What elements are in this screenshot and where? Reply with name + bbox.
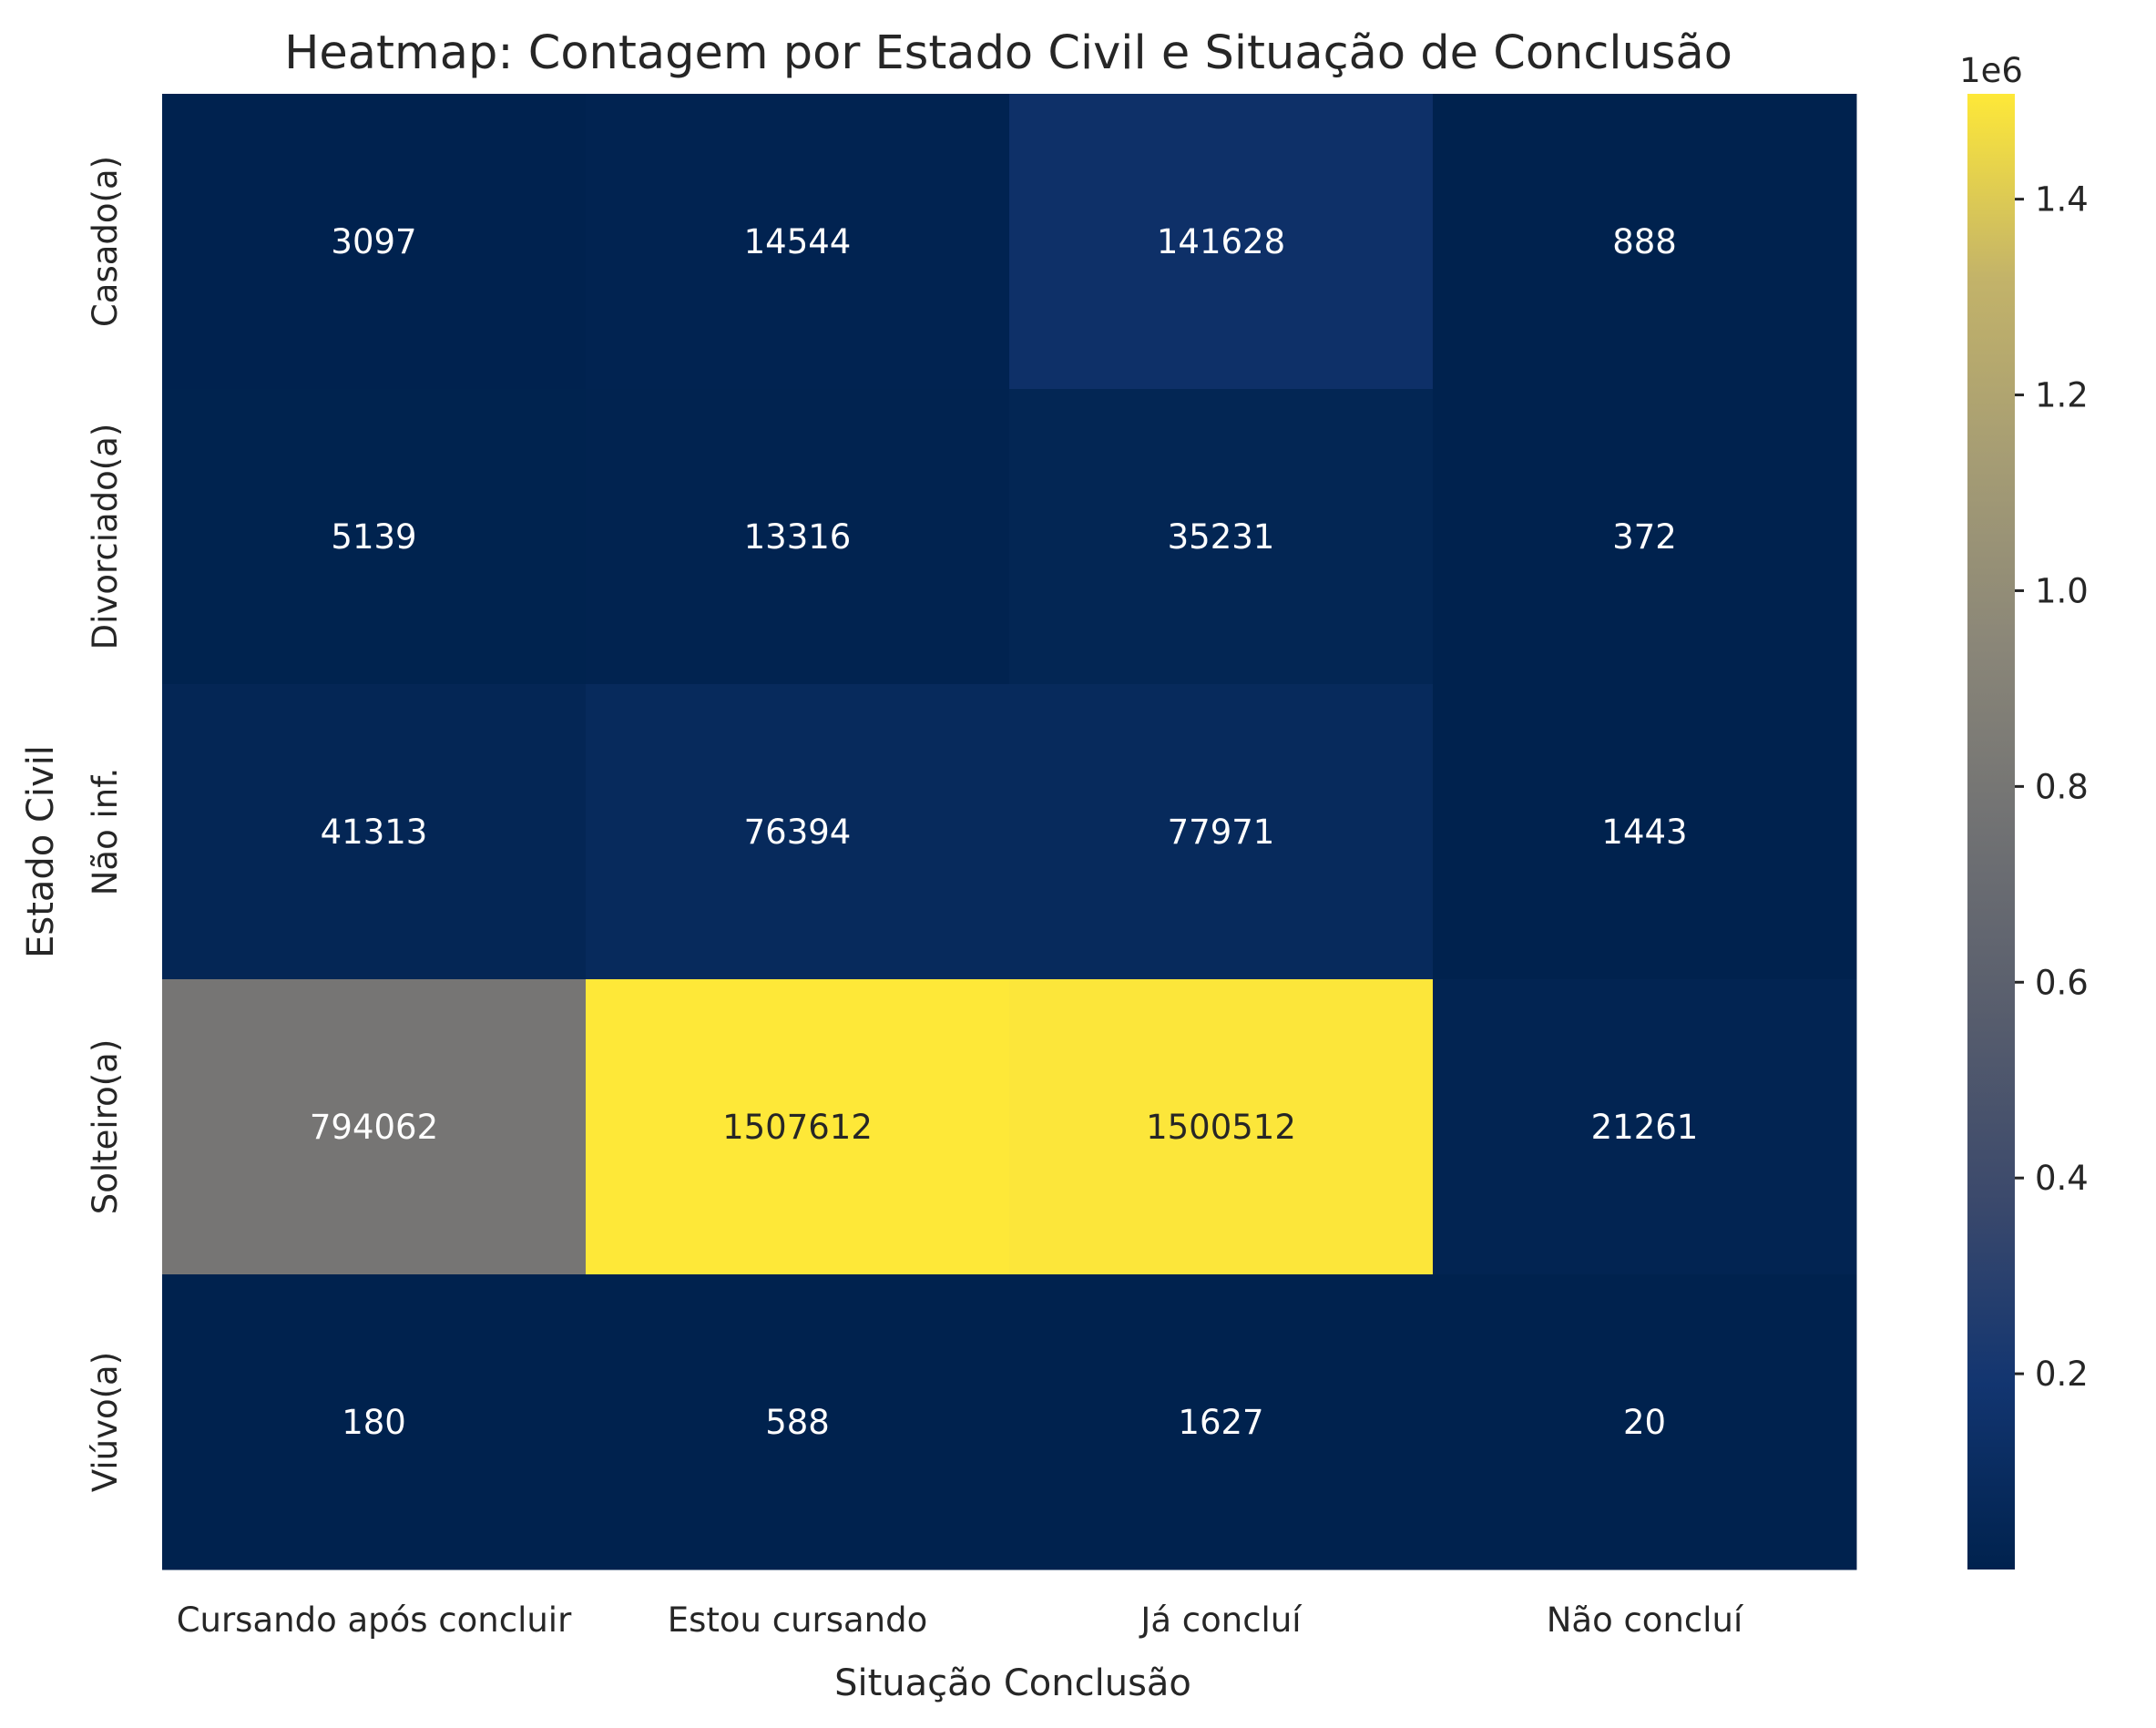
colorbar-tick-label: 1.0 (2035, 571, 2089, 610)
cell-value-label: 77971 (1168, 813, 1275, 852)
heatmap-cell (1009, 389, 1434, 685)
heatmap-cell (1009, 979, 1434, 1275)
x-tick-label: Cursando após concluir (177, 1600, 572, 1640)
y-axis-label: Estado Civil (20, 745, 62, 958)
cell-value-label: 588 (765, 1403, 830, 1442)
heatmap-cell (162, 94, 587, 390)
colorbar-offset-label: 1e6 (1959, 51, 2023, 90)
heatmap-cells: 3097 14544 141628 888 5139 13316 35231 372 41313… (162, 94, 1857, 1570)
heatmap-cell (586, 389, 1010, 685)
cell-value-label: 13316 (744, 517, 852, 557)
heatmap-cell (586, 1274, 1010, 1570)
cell-value-label: 3097 (331, 222, 416, 261)
heatmap-cell (1009, 94, 1434, 390)
cell-value-label: 1500512 (1146, 1108, 1296, 1147)
y-tick-label: Divorciado(a) (86, 424, 125, 650)
heatmap-cell (1009, 684, 1434, 980)
x-tick-label: Não concluí (1547, 1600, 1744, 1640)
cell-value-label: 21261 (1591, 1108, 1699, 1147)
cell-value-label: 1443 (1601, 813, 1687, 852)
cell-value-label: 141628 (1157, 222, 1285, 261)
cell-value-label: 20 (1623, 1403, 1666, 1442)
colorbar-tick-label: 0.8 (2035, 767, 2089, 806)
cell-value-label: 1507612 (722, 1108, 873, 1147)
colorbar-tick-label: 1.2 (2035, 376, 2089, 415)
cell-value-label: 794062 (310, 1108, 438, 1147)
heatmap-cell (1433, 1274, 1857, 1570)
heatmap-cell (586, 684, 1010, 980)
cell-value-label: 35231 (1168, 517, 1275, 557)
heatmap-cell (1433, 94, 1857, 390)
x-tick-label: Já concluí (1139, 1600, 1303, 1640)
colorbar-tick-label: 0.2 (2035, 1355, 2089, 1394)
colorbar-tick-label: 0.6 (2035, 963, 2089, 1002)
heatmap-cell (1009, 1274, 1434, 1570)
cell-value-label: 888 (1612, 222, 1677, 261)
cell-value-label: 372 (1612, 517, 1677, 557)
colorbar-tick-label: 0.4 (2035, 1159, 2089, 1198)
cell-value-label: 5139 (331, 517, 416, 557)
cell-value-label: 41313 (321, 813, 428, 852)
cell-value-label: 180 (342, 1403, 406, 1442)
colorbar-ticks: 0.2 0.4 0.6 0.8 1.0 1.2 1.4 (2015, 180, 2089, 1394)
y-tick-label: Solteiro(a) (86, 1039, 125, 1215)
x-tick-labels: Cursando após concluir Estou cursando Já c… (177, 1600, 1744, 1640)
heatmap-cell (162, 979, 587, 1275)
heatmap-cell (162, 389, 587, 685)
y-tick-label: Casado(a) (86, 156, 125, 327)
cell-value-label: 14544 (744, 222, 852, 261)
heatmap-cell (162, 684, 587, 980)
colorbar-tick-label: 1.4 (2035, 180, 2089, 220)
chart-title: Heatmap: Contagem por Estado Civil e Sit… (284, 26, 1732, 80)
heatmap-cell (1433, 684, 1857, 980)
heatmap-cell (586, 979, 1010, 1275)
cell-value-label: 1627 (1178, 1403, 1263, 1442)
heatmap-cell (1433, 979, 1857, 1275)
heatmap-cell (586, 94, 1010, 390)
cell-value-label: 76394 (744, 813, 852, 852)
heatmap-cell (1433, 389, 1857, 685)
x-tick-label: Estou cursando (668, 1600, 928, 1640)
heatmap-cell (162, 1274, 587, 1570)
y-tick-label: Não inf. (86, 768, 125, 896)
x-axis-label: Situação Conclusão (834, 1662, 1191, 1704)
y-tick-label: Viúvo(a) (86, 1352, 125, 1492)
y-tick-labels: Casado(a) Divorciado(a) Não inf. Solteiro(a… (86, 156, 125, 1492)
colorbar (1967, 94, 2015, 1570)
